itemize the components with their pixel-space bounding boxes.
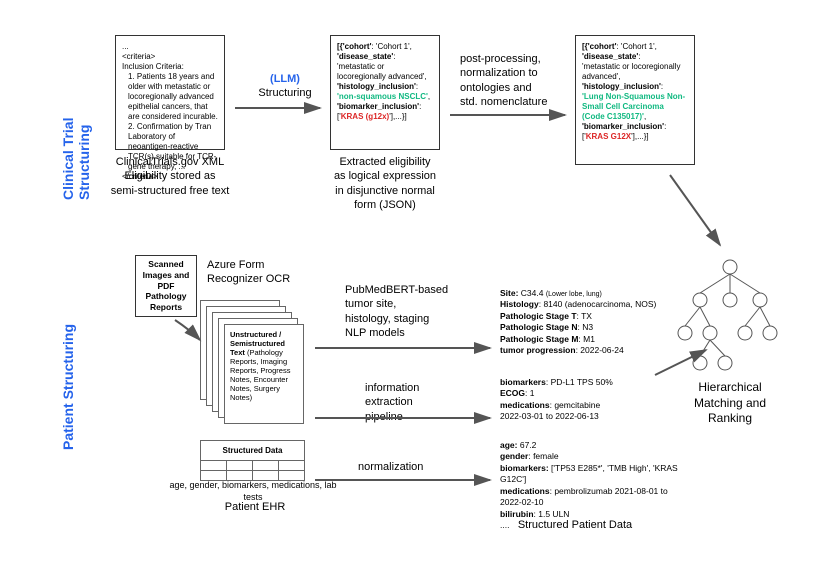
patient-structuring-label: Patient Structuring bbox=[60, 290, 76, 450]
postprocessing-label: post-processing, normalization to ontolo… bbox=[460, 52, 570, 109]
normalization-label: normalization bbox=[358, 460, 458, 474]
structured-patient-caption: Structured Patient Data bbox=[490, 518, 660, 532]
tree-caption: Hierarchical Matching and Ranking bbox=[680, 380, 780, 427]
xml-l4: 1. Patients 18 years and older with meta… bbox=[122, 72, 218, 122]
pubmedbert-label: PubMedBERT-based tumor site, histology, … bbox=[345, 283, 475, 340]
box1-caption: ClinicalTrials.gov XML Eligibility store… bbox=[100, 155, 240, 198]
clinical-structuring-label: Clinical Trial Structuring bbox=[60, 40, 92, 200]
normalized-json-box: [{'cohort': 'Cohort 1', 'disease_state':… bbox=[575, 35, 695, 165]
xml-l2: <criteria> bbox=[122, 52, 218, 62]
llm-structuring-label: (LLM) Structuring bbox=[250, 72, 320, 101]
structured-data-table: Structured Data bbox=[200, 440, 305, 481]
xml-l3: Inclusion Criteria: bbox=[122, 62, 218, 72]
azure-ocr-label: Azure Form Recognizer OCR bbox=[207, 258, 297, 287]
hierarchical-tree-icon bbox=[670, 255, 790, 375]
biomarker-data-block: biomarkers: PD-L1 TPS 50% ECOG: 1 medica… bbox=[500, 377, 670, 423]
patient-ehr-caption: Patient EHR bbox=[210, 500, 300, 514]
info-extraction-label: information extraction pipeline bbox=[365, 381, 485, 424]
extracted-json-box: [{'cohort': 'Cohort 1', 'disease_state':… bbox=[330, 35, 440, 150]
box2-caption: Extracted eligibility as logical express… bbox=[315, 155, 455, 212]
clinicaltrials-xml-box: ... <criteria> Inclusion Criteria: 1. Pa… bbox=[115, 35, 225, 150]
doc-body: (Pathology Reports, Imaging Reports, Pro… bbox=[230, 348, 290, 402]
scanned-reports-box: Scanned Images and PDF Pathology Reports bbox=[135, 255, 197, 317]
xml-l1: ... bbox=[122, 42, 218, 52]
tumor-data-block: Site: C34.4 (Lower lobe, lung) Histology… bbox=[500, 288, 670, 357]
